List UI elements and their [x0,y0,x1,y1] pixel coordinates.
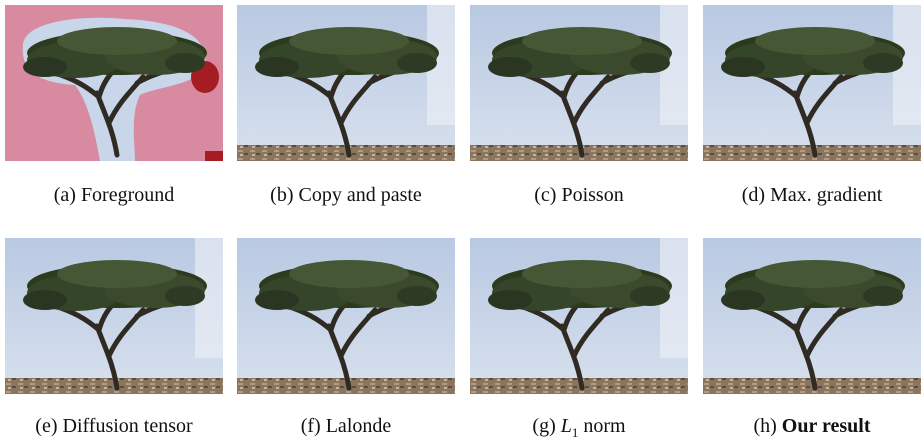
caption-label: (f) [301,415,321,437]
caption-label: (b) [270,184,293,206]
caption-label: (e) [35,415,57,437]
panel-image [237,238,455,394]
caption: (b) Copy and paste [230,184,462,207]
caption-label: (h) [753,415,776,437]
caption-text: Copy and paste [299,184,422,206]
panel-image [703,238,921,394]
panel-image [470,238,688,394]
caption-text: Foreground [81,184,174,206]
caption-text: Poisson [561,184,623,206]
caption-math: L [561,415,572,437]
panel-image [470,5,688,161]
caption-bold: Our result [782,415,871,437]
caption-text: Lalonde [326,415,392,437]
caption-label: (c) [534,184,556,206]
panel-image [5,5,223,161]
caption: (d) Max. gradient [696,184,923,207]
caption: (c) Poisson [463,184,695,207]
caption-text: Max. gradient [770,184,882,206]
panel-image [5,238,223,394]
caption-text: Diffusion tensor [63,415,193,437]
caption: (h) Our result [696,415,923,438]
caption: (e) Diffusion tensor [0,415,230,438]
blob [205,151,223,161]
caption-text: norm [583,415,625,437]
panel-image [237,5,455,161]
caption-label: (a) [54,184,76,206]
caption: (a) Foreground [0,184,230,207]
caption: (f) Lalonde [230,415,462,438]
caption: (g) L1 norm [463,415,695,441]
caption-label: (d) [742,184,765,206]
panel-image [703,5,921,161]
caption-sub: 1 [572,425,579,440]
caption-label: (g) [532,415,555,437]
figure: (a) Foreground(b) Copy and paste(c) Pois… [0,0,923,442]
